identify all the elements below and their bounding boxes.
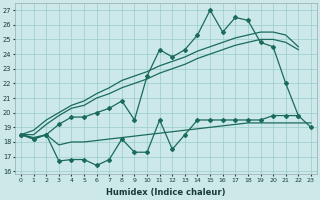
X-axis label: Humidex (Indice chaleur): Humidex (Indice chaleur) [106, 188, 226, 197]
